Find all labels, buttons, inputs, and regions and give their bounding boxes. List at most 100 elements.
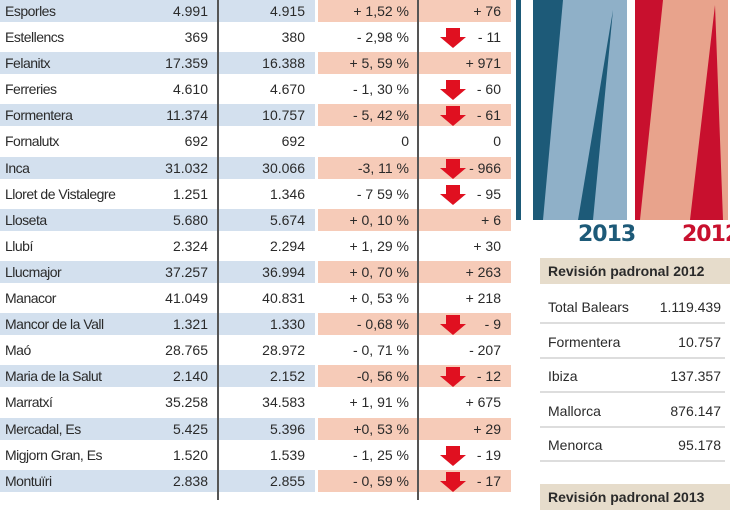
percent-change: + 1,52 % bbox=[353, 3, 409, 19]
summary2-title: Revisión padronal 2013 bbox=[540, 484, 730, 510]
summary-value: 10.757 bbox=[678, 333, 721, 350]
table-row: Maó 28.765 28.972 - 0, 71 % - 207 bbox=[0, 339, 515, 365]
population-2013: 4.610 bbox=[172, 81, 208, 98]
percent-change: + 0, 10 % bbox=[349, 211, 409, 228]
percent-change: -3, 11 % bbox=[357, 159, 409, 176]
population-2012: 1.330 bbox=[269, 316, 305, 333]
population-2012: 4.670 bbox=[269, 81, 305, 98]
population-2012: 4.915 bbox=[269, 3, 305, 19]
population-2012: 380 bbox=[281, 29, 305, 46]
row-bg bbox=[0, 104, 315, 127]
population-2013: 11.374 bbox=[166, 107, 208, 124]
municipality-name: Maó bbox=[5, 342, 31, 359]
municipality-name: Ferreries bbox=[5, 81, 57, 98]
absolute-change: + 6 bbox=[481, 211, 501, 228]
table-row: Mercadal, Es 5.425 5.396 +0, 53 % + 29 bbox=[0, 417, 515, 444]
summary-row: Ibiza 137.357 bbox=[540, 359, 725, 393]
population-2013: 37.257 bbox=[165, 263, 208, 280]
summary-row: Mallorca 876.147 bbox=[540, 394, 725, 428]
row-bg bbox=[0, 469, 315, 492]
table-row: Montuïri 2.838 2.855 - 0, 59 % - 17 bbox=[0, 469, 515, 496]
table-row: Manacor 41.049 40.831 + 0, 53 % + 218 bbox=[0, 287, 515, 313]
municipality-name: Manacor bbox=[5, 290, 56, 307]
summary-value: 876.147 bbox=[670, 402, 721, 419]
municipality-name: Esporles bbox=[5, 3, 56, 19]
absolute-change: + 971 bbox=[465, 55, 501, 72]
column-divider bbox=[417, 0, 419, 500]
summary-label: Total Balears bbox=[548, 299, 629, 315]
population-2012: 2.855 bbox=[269, 472, 305, 489]
row-bg bbox=[0, 0, 315, 22]
row-change-bg bbox=[318, 260, 511, 283]
table-row: Esporles 4.991 4.915 + 1,52 % + 76 bbox=[0, 0, 515, 26]
table-edge bbox=[516, 0, 521, 220]
municipality-name: Maria de la Salut bbox=[5, 368, 102, 385]
summary-title: Revisión padronal 2012 bbox=[540, 258, 730, 284]
summary-row: Total Balears 1.119.439 bbox=[540, 290, 725, 324]
row-change-bg bbox=[318, 208, 511, 231]
population-2013: 1.321 bbox=[172, 316, 208, 333]
table-row: Formentera 11.374 10.757 - 5, 42 % - 61 bbox=[0, 104, 515, 130]
absolute-change: + 29 bbox=[473, 420, 501, 437]
bar-2013-light bbox=[543, 0, 627, 220]
percent-change: - 7 59 % bbox=[356, 185, 409, 202]
municipality-name: Lloret de Vistalegre bbox=[5, 185, 116, 202]
summary-label: Formentera bbox=[548, 333, 621, 350]
population-2013: 2.838 bbox=[172, 472, 208, 489]
percent-change: + 0, 70 % bbox=[349, 263, 409, 280]
column-divider bbox=[217, 0, 219, 500]
municipality-name: Llubí bbox=[5, 237, 33, 254]
summary-label: Ibiza bbox=[548, 368, 578, 384]
percent-change: - 0, 71 % bbox=[352, 342, 409, 359]
population-2013: 41.049 bbox=[165, 290, 208, 307]
row-bg bbox=[0, 260, 315, 283]
population-2012: 1.346 bbox=[269, 185, 305, 202]
row-bg bbox=[0, 313, 315, 336]
population-2012: 40.831 bbox=[262, 290, 305, 307]
population-2013: 1.520 bbox=[172, 446, 208, 463]
population-table: Esporles 4.991 4.915 + 1,52 % + 76 Estel… bbox=[0, 0, 515, 496]
population-2013: 5.425 bbox=[172, 420, 208, 437]
table-row: Ferreries 4.610 4.670 - 1, 30 % - 60 bbox=[0, 78, 515, 104]
population-2013: 28.765 bbox=[165, 342, 208, 359]
absolute-change: - 11 bbox=[477, 29, 501, 46]
absolute-change: + 76 bbox=[473, 3, 501, 19]
table-row: Mancor de la Vall 1.321 1.330 - 0,68 % -… bbox=[0, 313, 515, 339]
table-row: Estellencs 369 380 - 2,98 % - 11 bbox=[0, 26, 515, 52]
municipality-name: Lloseta bbox=[5, 211, 47, 228]
population-2013: 17.359 bbox=[165, 55, 208, 72]
municipality-name: Felanitx bbox=[5, 55, 51, 72]
absolute-change: - 60 bbox=[476, 81, 501, 98]
municipality-name: Estellencs bbox=[5, 29, 64, 46]
absolute-change: - 9 bbox=[484, 316, 501, 333]
percent-change: - 0,68 % bbox=[356, 316, 409, 333]
absolute-change: + 218 bbox=[465, 290, 501, 307]
summary-label: Mallorca bbox=[548, 402, 601, 419]
municipality-name: Mancor de la Vall bbox=[5, 316, 104, 333]
row-bg bbox=[0, 156, 315, 179]
percent-change: + 5, 59 % bbox=[349, 55, 409, 72]
percent-change: - 5, 42 % bbox=[352, 107, 409, 124]
row-bg bbox=[0, 52, 315, 75]
summary-row: Formentera 10.757 bbox=[540, 325, 725, 359]
population-2013: 31.032 bbox=[165, 159, 208, 176]
population-2012: 2.152 bbox=[269, 368, 305, 385]
table-row: Felanitx 17.359 16.388 + 5, 59 % + 971 bbox=[0, 52, 515, 78]
municipality-name: Mercadal, Es bbox=[5, 420, 81, 437]
percent-change: + 1, 29 % bbox=[349, 237, 409, 254]
year-label-2013: 2013 bbox=[578, 222, 636, 247]
absolute-change: + 675 bbox=[465, 394, 501, 411]
row-change-bg bbox=[318, 0, 511, 22]
absolute-change: - 19 bbox=[476, 446, 501, 463]
absolute-change: - 95 bbox=[476, 185, 501, 202]
table-row: Maria de la Salut 2.140 2.152 -0, 56 % -… bbox=[0, 365, 515, 391]
percent-change: -0, 56 % bbox=[356, 368, 409, 385]
summary-value: 95.178 bbox=[678, 437, 721, 453]
percent-change: + 0, 53 % bbox=[349, 290, 409, 307]
population-2013: 2.140 bbox=[172, 368, 208, 385]
population-2013: 1.251 bbox=[172, 185, 208, 202]
bar-2012-light bbox=[640, 0, 728, 220]
row-change-bg bbox=[318, 52, 511, 75]
municipality-name: Formentera bbox=[5, 107, 73, 124]
population-2012: 16.388 bbox=[262, 55, 305, 72]
